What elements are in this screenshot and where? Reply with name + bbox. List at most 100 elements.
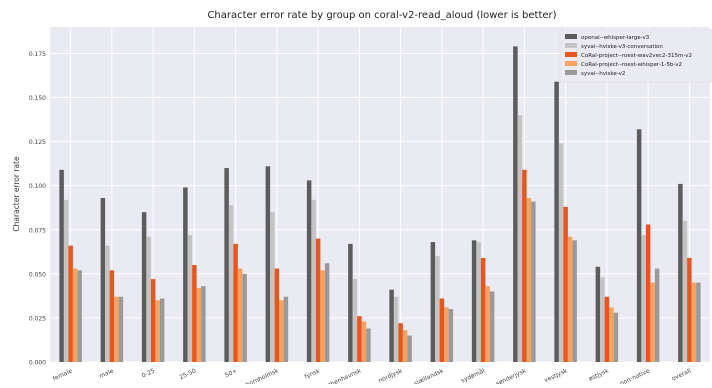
bar: [572, 240, 577, 362]
bar: [279, 300, 284, 362]
legend-swatch: [565, 34, 577, 39]
legend-label: syvai--hviske-v2: [581, 71, 625, 77]
y-tick-label: 0.125: [29, 139, 46, 146]
x-tick-label: 25-50: [178, 367, 197, 381]
bar: [228, 205, 234, 362]
bar: [522, 169, 527, 362]
bar: [270, 212, 275, 362]
x-tick-label: 0-25: [141, 367, 156, 379]
bar: [476, 242, 481, 362]
legend-swatch: [565, 70, 577, 75]
bar: [489, 291, 495, 362]
x-tick-label: vestjysk: [543, 367, 569, 384]
x-tick-label: sjællandsk: [413, 367, 445, 384]
x-tick-label: københavnsk: [323, 367, 363, 384]
y-tick-labels: 0.000 0.025 0.050 0.075 0.100 0.125 0.150 0.175: [29, 51, 46, 367]
bar: [471, 240, 477, 362]
bar: [59, 169, 64, 362]
chart-title: Character error rate by group on coral-v…: [207, 10, 556, 21]
bar: [315, 238, 321, 362]
bar: [567, 236, 573, 362]
bar: [187, 235, 193, 362]
bar: [654, 268, 660, 362]
bar: [604, 296, 610, 362]
bar: [357, 316, 362, 362]
bar: [159, 298, 165, 362]
y-tick-label: 0.150: [29, 95, 46, 102]
x-tick-labels: female male 0-25 25-50 50+ bornholmsk fynsk køb…: [52, 367, 693, 388]
bar: [402, 330, 408, 362]
x-tick-label: bornholmsk: [245, 367, 280, 384]
bar: [114, 296, 119, 362]
legend-swatch: [565, 61, 577, 66]
bar: [283, 296, 289, 362]
bar: [352, 279, 358, 362]
x-tick-label: male: [98, 367, 115, 380]
legend-label: syvai--hviske-v3-conversation: [581, 44, 663, 50]
bar: [63, 199, 69, 362]
legend-swatch: [565, 52, 577, 57]
bar: [407, 335, 412, 362]
legend: openai--whisper-large-v3 syvai--hviske-v3…: [559, 29, 712, 83]
x-tick-label: østjysk: [588, 367, 610, 382]
legend-swatch: [565, 43, 577, 48]
bar: [558, 143, 564, 362]
bar: [444, 307, 449, 362]
bar: [118, 296, 124, 362]
y-axis-label: Character error rate: [12, 156, 21, 232]
bar: [105, 245, 110, 362]
y-tick-label: 0.000: [29, 360, 46, 367]
bar: [68, 245, 73, 362]
bar: [224, 168, 229, 362]
bar: [678, 183, 683, 362]
bar: [366, 328, 371, 362]
bar: [265, 166, 271, 362]
y-tick-label: 0.075: [29, 227, 46, 234]
bar: [641, 235, 646, 362]
bar: [233, 243, 238, 362]
bar: [398, 323, 403, 362]
bar: [531, 201, 536, 362]
bar: [526, 198, 532, 362]
x-tick-label: female: [52, 367, 74, 382]
bar: [320, 270, 325, 362]
bar: [645, 224, 651, 362]
bar: [517, 115, 523, 362]
bar: [72, 268, 78, 362]
bar: [274, 268, 280, 362]
bar: [348, 243, 353, 362]
bar: [439, 298, 445, 362]
x-tick-label: overall: [671, 367, 693, 382]
legend-label: openai--whisper-large-v3: [581, 35, 650, 41]
bar: [361, 321, 367, 362]
bar: [306, 180, 312, 362]
bar: [609, 307, 614, 362]
bar: [435, 256, 440, 362]
x-tick-label: nordjysk: [377, 367, 404, 384]
x-tick-label: fynsk: [304, 367, 322, 380]
bar: [141, 212, 147, 362]
bar: [183, 187, 188, 362]
bar: [311, 199, 316, 362]
x-tick-label: non-native: [619, 367, 651, 384]
bar: [430, 242, 436, 362]
bars: [59, 46, 701, 362]
legend-label: CoRal-project--roest-wav2vec2-315m-v2: [581, 53, 692, 59]
bar: [393, 296, 399, 362]
bar: [613, 312, 619, 362]
x-tick-label: sydømål: [460, 367, 486, 384]
bar: [636, 129, 642, 362]
bar: [480, 257, 486, 362]
bar: [201, 286, 206, 362]
bar: [100, 198, 106, 362]
bar: [595, 266, 601, 362]
bar: [554, 81, 559, 362]
bar: [682, 220, 688, 362]
y-tick-label: 0.100: [29, 183, 46, 190]
bar: [237, 268, 243, 362]
bar: [155, 300, 160, 362]
bar: [196, 287, 202, 362]
y-tick-label: 0.175: [29, 51, 46, 58]
